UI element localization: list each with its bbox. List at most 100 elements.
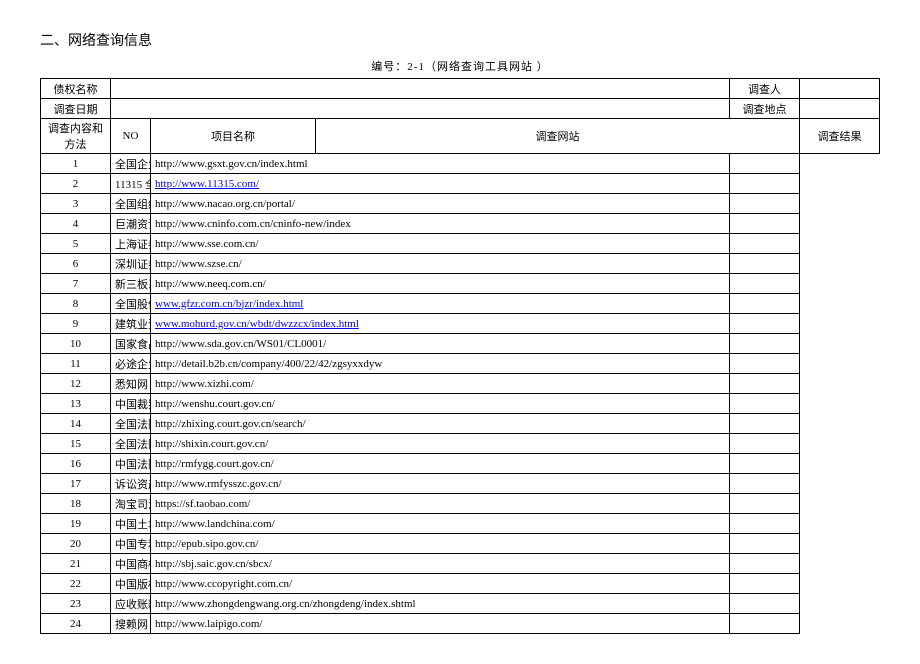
cell-no: 12	[41, 374, 111, 394]
cell-result[interactable]	[730, 394, 800, 414]
cell-name: 全国法院失信被执行人查询	[111, 434, 151, 454]
cell-name: 中国法院网-公告查询	[111, 454, 151, 474]
url-link[interactable]: http://www.11315.com/	[155, 178, 259, 190]
cell-url: http://shixin.court.gov.cn/	[151, 434, 730, 454]
label-location: 调查地点	[730, 99, 800, 119]
cell-no: 24	[41, 614, 111, 634]
header-row-1: 债权名称 调查人	[41, 79, 880, 99]
cell-no: 9	[41, 314, 111, 334]
table-row: 23应收账款-中登网http://www.zhongdengwang.org.c…	[41, 594, 880, 614]
table-row: 1全国企业信用信息公示系统http://www.gsxt.gov.cn/inde…	[41, 154, 880, 174]
table-row: 19中国土地市场网http://www.landchina.com/	[41, 514, 880, 534]
cell-result[interactable]	[730, 494, 800, 514]
col-no: NO	[111, 119, 151, 154]
cell-result[interactable]	[730, 174, 800, 194]
cell-name: 上海证券交易所	[111, 234, 151, 254]
cell-result[interactable]	[730, 534, 800, 554]
table-row: 13中国裁判文书网http://wenshu.court.gov.cn/	[41, 394, 880, 414]
table-row: 6深圳证券交易所http://www.szse.cn/	[41, 254, 880, 274]
col-name: 项目名称	[151, 119, 316, 154]
table-row: 5上海证券交易所http://www.sse.com.cn/	[41, 234, 880, 254]
cell-name: 巨潮资讯网	[111, 214, 151, 234]
cell-no: 17	[41, 474, 111, 494]
cell-result[interactable]	[730, 154, 800, 174]
table-row: 22中国版权保护中心http://www.ccopyright.com.cn/	[41, 574, 880, 594]
col-result: 调查结果	[800, 119, 880, 154]
table-row: 21中国商标网http://sbj.saic.gov.cn/sbcx/	[41, 554, 880, 574]
cell-no: 5	[41, 234, 111, 254]
cell-name: 新三板系统	[111, 274, 151, 294]
cell-no: 21	[41, 554, 111, 574]
table-row: 8全国股份转让系统披露平台www.gfzr.com.cn/bjzr/index.…	[41, 294, 880, 314]
cell-name: 应收账款-中登网	[111, 594, 151, 614]
cell-result[interactable]	[730, 334, 800, 354]
table-row: 17诉讼资产网http://www.rmfysszc.gov.cn/	[41, 474, 880, 494]
col-url: 调查网站	[316, 119, 800, 154]
cell-result[interactable]	[730, 314, 800, 334]
cell-name: 全国法院执行人信息查询系统	[111, 414, 151, 434]
cell-result[interactable]	[730, 474, 800, 494]
cell-no: 2	[41, 174, 111, 194]
cell-no: 13	[41, 394, 111, 414]
cell-result[interactable]	[730, 274, 800, 294]
cell-result[interactable]	[730, 514, 800, 534]
table-row: 4巨潮资讯网http://www.cninfo.com.cn/cninfo-ne…	[41, 214, 880, 234]
cell-url: http://sbj.saic.gov.cn/sbcx/	[151, 554, 730, 574]
cell-url: http://www.landchina.com/	[151, 514, 730, 534]
header-row-2: 调查日期 调查地点	[41, 99, 880, 119]
url-link[interactable]: www.gfzr.com.cn/bjzr/index.html	[155, 298, 303, 310]
table-row: 3全国组织机构代码管理 中心http://www.nacao.org.cn/po…	[41, 194, 880, 214]
cell-no: 23	[41, 594, 111, 614]
cell-result[interactable]	[730, 214, 800, 234]
cell-result[interactable]	[730, 294, 800, 314]
field-location[interactable]	[800, 99, 880, 119]
table-row: 9建筑业资质查询www.mohurd.gov.cn/wbdt/dwzzcx/in…	[41, 314, 880, 334]
cell-url: http://zhixing.court.gov.cn/search/	[151, 414, 730, 434]
field-investigator[interactable]	[800, 79, 880, 99]
cell-url: http://www.sse.com.cn/	[151, 234, 730, 254]
cell-url: http://www.cninfo.com.cn/cninfo-new/inde…	[151, 214, 730, 234]
cell-no: 14	[41, 414, 111, 434]
cell-no: 10	[41, 334, 111, 354]
cell-result[interactable]	[730, 414, 800, 434]
cell-url: http://www.nacao.org.cn/portal/	[151, 194, 730, 214]
field-claim-name[interactable]	[111, 79, 730, 99]
cell-no: 7	[41, 274, 111, 294]
cell-url[interactable]: www.mohurd.gov.cn/wbdt/dwzzcx/index.html	[151, 314, 730, 334]
info-table: 债权名称 调查人 调查日期 调查地点 调查内容和方法 NO 项目名称 调查网站 …	[40, 78, 880, 634]
table-row: 18淘宝司法拍卖网https://sf.taobao.com/	[41, 494, 880, 514]
cell-name: 11315 全国企业征信系统	[111, 174, 151, 194]
field-date[interactable]	[111, 99, 730, 119]
cell-result[interactable]	[730, 254, 800, 274]
cell-url: http://www.neeq.com.cn/	[151, 274, 730, 294]
cell-name: 中国裁判文书网	[111, 394, 151, 414]
cell-name: 悉知网	[111, 374, 151, 394]
cell-result[interactable]	[730, 234, 800, 254]
cell-no: 16	[41, 454, 111, 474]
cell-url: http://wenshu.court.gov.cn/	[151, 394, 730, 414]
cell-url[interactable]: www.gfzr.com.cn/bjzr/index.html	[151, 294, 730, 314]
cell-result[interactable]	[730, 554, 800, 574]
cell-result[interactable]	[730, 454, 800, 474]
cell-url: https://sf.taobao.com/	[151, 494, 730, 514]
cell-name: 诉讼资产网	[111, 474, 151, 494]
cell-name: 必途企业库	[111, 354, 151, 374]
cell-url: http://www.sda.gov.cn/WS01/CL0001/	[151, 334, 730, 354]
cell-name: 国家食品药品监督管理局	[111, 334, 151, 354]
cell-result[interactable]	[730, 354, 800, 374]
table-row: 12悉知网http://www.xizhi.com/	[41, 374, 880, 394]
cell-result[interactable]	[730, 194, 800, 214]
cell-url[interactable]: http://www.11315.com/	[151, 174, 730, 194]
cell-no: 19	[41, 514, 111, 534]
cell-name: 全国企业信用信息公示系统	[111, 154, 151, 174]
cell-url: http://www.laipigo.com/	[151, 614, 730, 634]
cell-no: 15	[41, 434, 111, 454]
cell-url: http://www.ccopyright.com.cn/	[151, 574, 730, 594]
cell-result[interactable]	[730, 374, 800, 394]
cell-url: http://rmfygg.court.gov.cn/	[151, 454, 730, 474]
url-link[interactable]: www.mohurd.gov.cn/wbdt/dwzzcx/index.html	[155, 318, 359, 330]
cell-result[interactable]	[730, 594, 800, 614]
cell-result[interactable]	[730, 614, 800, 634]
cell-result[interactable]	[730, 434, 800, 454]
cell-result[interactable]	[730, 574, 800, 594]
